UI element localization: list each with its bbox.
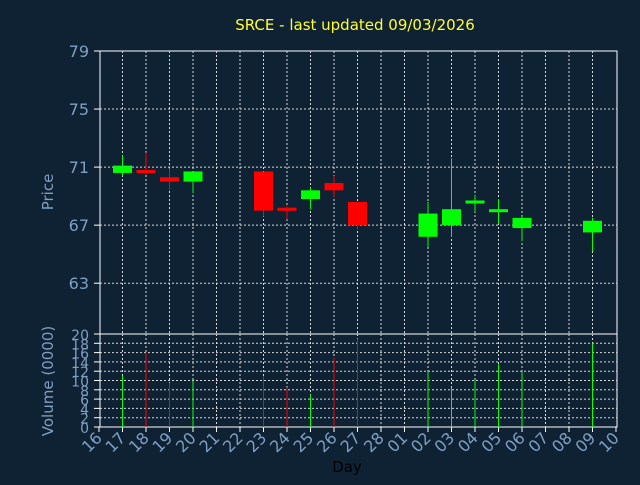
candle-body bbox=[583, 220, 602, 233]
volume-tick-label: 20 bbox=[71, 328, 89, 344]
volume-bars bbox=[122, 338, 593, 427]
volume-tick-label: 12 bbox=[71, 365, 89, 381]
candle-body bbox=[324, 183, 344, 191]
price-tick-label: 71 bbox=[69, 158, 89, 177]
candle bbox=[442, 158, 461, 237]
volume-tick-label: 8 bbox=[80, 384, 89, 400]
candle-body bbox=[489, 209, 508, 213]
price-plot-background bbox=[99, 50, 618, 335]
candle bbox=[277, 206, 297, 220]
volume-plot-background bbox=[99, 333, 618, 428]
candle-body bbox=[113, 165, 132, 173]
volume-tick-label: 4 bbox=[80, 402, 89, 418]
candle bbox=[418, 201, 438, 247]
candle-body bbox=[418, 213, 438, 237]
candle bbox=[489, 199, 508, 224]
candle bbox=[254, 171, 273, 217]
chart-title: SRCE - last updated 09/03/2026 bbox=[235, 16, 475, 34]
x-axis-ticks: 1617181920212223242526272801020304050607… bbox=[78, 427, 623, 456]
volume-tick-label: 18 bbox=[71, 337, 89, 353]
candle-body bbox=[254, 171, 273, 211]
candle bbox=[348, 201, 367, 230]
candle bbox=[583, 217, 602, 252]
candle-body bbox=[136, 170, 156, 174]
candle-body bbox=[348, 201, 367, 226]
price-y-ticks: 79 75 71 67 63 bbox=[69, 42, 100, 293]
volume-tick-label: 16 bbox=[71, 347, 89, 363]
candle-body bbox=[183, 171, 203, 182]
candles bbox=[113, 152, 602, 252]
candle bbox=[465, 194, 485, 213]
price-tick-label: 63 bbox=[69, 274, 89, 293]
volume-tick-label: 14 bbox=[71, 356, 89, 372]
price-tick-label: 79 bbox=[69, 42, 89, 61]
candle-body bbox=[160, 177, 179, 182]
x-axis-label: Day bbox=[332, 458, 362, 476]
candle-body bbox=[512, 217, 532, 229]
price-tick-label: 67 bbox=[69, 216, 89, 235]
volume-tick-label: 2 bbox=[80, 412, 89, 428]
candle bbox=[301, 187, 320, 210]
candle bbox=[183, 171, 203, 194]
candle bbox=[324, 175, 344, 198]
volume-tick-label: 10 bbox=[71, 375, 89, 391]
candle-body bbox=[301, 190, 320, 200]
volume-tick-label: 0 bbox=[80, 421, 89, 437]
price-panel: 79 75 71 67 63 bbox=[69, 42, 618, 335]
candle-body bbox=[465, 200, 485, 204]
price-tick-label: 75 bbox=[69, 100, 89, 119]
volume-axis-label: Volume (0000) bbox=[39, 326, 57, 436]
candle bbox=[160, 168, 179, 191]
candle bbox=[512, 216, 532, 242]
x-tick-label: 10 bbox=[595, 428, 623, 456]
volume-tick-label: 6 bbox=[80, 393, 89, 409]
candle bbox=[136, 152, 156, 175]
candle bbox=[113, 155, 132, 176]
price-axis-label: Price bbox=[39, 174, 57, 211]
candle-body bbox=[442, 209, 461, 226]
candle-body bbox=[277, 207, 297, 211]
